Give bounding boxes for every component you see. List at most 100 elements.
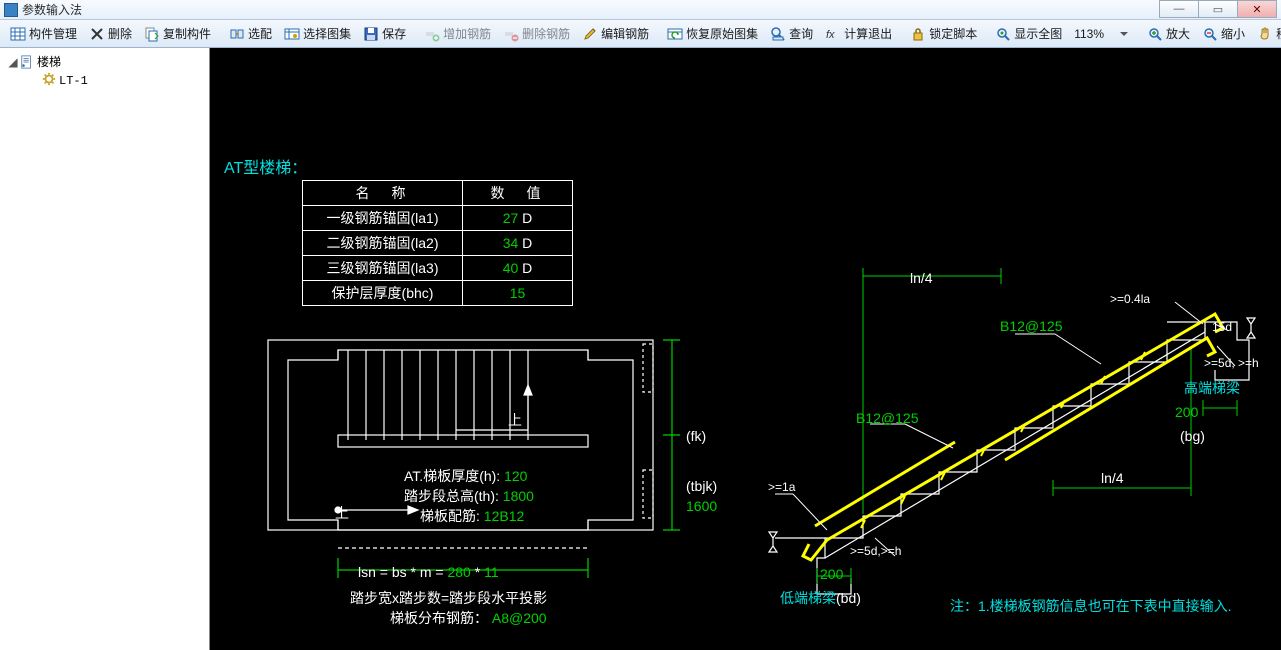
zoom-out-label: 缩小 (1221, 25, 1245, 42)
low-beam-sym: (bd) (836, 590, 861, 606)
rebar2[interactable]: B12@125 (856, 410, 918, 426)
param-row: 三级钢筋锚固(la3)40 D (303, 256, 573, 281)
minus-red-icon (503, 26, 519, 42)
calc-exit-button[interactable]: fx计算退出 (819, 22, 898, 46)
match-button[interactable]: 选配 (223, 22, 278, 46)
save-button[interactable]: 保存 (357, 22, 412, 46)
plan-h-value[interactable]: 120 (504, 468, 527, 484)
component-manage-label: 构件管理 (29, 25, 77, 42)
zoomout-icon (1202, 26, 1218, 42)
ge5d-right: >=5d, >=h (1204, 356, 1259, 370)
copy-component-button[interactable]: 复制构件 (138, 22, 217, 46)
delete-button[interactable]: 删除 (83, 22, 138, 46)
param-name: 三级钢筋锚固(la3) (303, 256, 463, 281)
pan-button[interactable]: 移动 (1251, 22, 1281, 46)
restore-atlas-button[interactable]: 恢复原始图集 (661, 22, 764, 46)
gear-icon (42, 72, 56, 89)
param-row: 保护层厚度(bhc)15 (303, 281, 573, 306)
ge04la: >=0.4la (1110, 292, 1150, 306)
lsn-a[interactable]: 280 (447, 564, 470, 580)
lock-script-label: 锁定脚本 (929, 25, 977, 42)
param-name: 保护层厚度(bhc) (303, 281, 463, 306)
plan-note2-value[interactable]: A8@200 (492, 610, 547, 626)
rebar1[interactable]: B12@125 (1000, 318, 1062, 334)
page-icon (20, 55, 34, 69)
tree-child-label: LT-1 (59, 74, 88, 88)
lock-icon (910, 26, 926, 42)
calc-exit-label: 计算退出 (844, 25, 892, 42)
section-view-svg (755, 238, 1281, 598)
low-beam: 低端梯梁 (780, 590, 836, 606)
delete-label: 删除 (108, 25, 132, 42)
param-value[interactable]: 40 D (463, 256, 573, 281)
plan-note2-label: 梯板分布钢筋： (390, 610, 488, 626)
find-icon (770, 26, 786, 42)
plan-th-value[interactable]: 1800 (503, 488, 534, 504)
param-value[interactable]: 15 (463, 281, 573, 306)
minimize-button[interactable]: — (1159, 0, 1199, 18)
save-label: 保存 (382, 25, 406, 42)
restore-atlas-label: 恢复原始图集 (686, 25, 758, 42)
ln4-bot: ln/4 (1101, 470, 1124, 486)
param-value[interactable]: 34 D (463, 231, 573, 256)
plan-note1: 踏步宽x踏步数=踏步段水平投影 (350, 588, 547, 608)
zoom-in-label: 放大 (1166, 25, 1190, 42)
section-note: 注：1.楼梯板钢筋信息也可在下表中直接输入. (950, 596, 1232, 616)
drawing-title: AT型楼梯： (224, 154, 307, 178)
zoom-dd-button[interactable] (1110, 22, 1141, 46)
atlas-icon (284, 26, 300, 42)
tbjk-label: (tbjk) (686, 478, 717, 494)
lsn-prefix: lsn = bs * m = (358, 564, 447, 580)
up-marker-top: 上 (508, 410, 522, 430)
zoom-all-button[interactable]: 显示全图 (989, 22, 1068, 46)
plan-rebar-label: 梯板配筋: (420, 508, 480, 524)
zoom-percent-button[interactable]: 113% (1068, 22, 1110, 46)
param-table: 名 称 数 值 一级钢筋锚固(la1)27 D二级钢筋锚固(la2)34 D三级… (302, 180, 573, 306)
query-button[interactable]: 查询 (764, 22, 819, 46)
close-button[interactable]: ✕ (1237, 0, 1277, 18)
tree-root-label: 楼梯 (37, 53, 61, 70)
add-rebar-label: 增加钢筋 (443, 25, 491, 42)
copy-icon (144, 26, 160, 42)
select-atlas-label: 选择图集 (303, 25, 351, 42)
edit-rebar-button[interactable]: 编辑钢筋 (576, 22, 655, 46)
param-header-name: 名 称 (303, 181, 463, 206)
window-title: 参数输入法 (22, 1, 82, 18)
drawing-canvas[interactable]: AT型楼梯： 名 称 数 值 一级钢筋锚固(la1)27 D二级钢筋锚固(la2… (210, 48, 1281, 650)
tree-item-lt1[interactable]: LT-1 (2, 71, 207, 90)
up-marker-bot: 上 (335, 503, 349, 523)
ge-la: >=1a (768, 480, 795, 494)
edit-rebar-label: 编辑钢筋 (601, 25, 649, 42)
ln4-top: ln/4 (910, 270, 933, 286)
plan-rebar-value[interactable]: 12B12 (484, 508, 524, 524)
dim200-high: 200 (1175, 404, 1198, 420)
plan-th-label: 踏步段总高(th): (404, 488, 499, 504)
param-name: 二级钢筋锚固(la2) (303, 231, 463, 256)
param-row: 一级钢筋锚固(la1)27 D (303, 206, 573, 231)
del-rebar-label: 删除钢筋 (522, 25, 570, 42)
del-rebar-button[interactable]: 删除钢筋 (497, 22, 576, 46)
plus-green-icon (424, 26, 440, 42)
tree-root-stairs[interactable]: ◢ 楼梯 (2, 52, 207, 71)
zoom-full-icon (995, 26, 1011, 42)
tbjk-value[interactable]: 1600 (686, 498, 717, 514)
lock-script-button[interactable]: 锁定脚本 (904, 22, 983, 46)
zoomin-icon (1147, 26, 1163, 42)
add-rebar-button[interactable]: 增加钢筋 (418, 22, 497, 46)
fk-label: (fk) (686, 428, 706, 444)
match-icon (229, 26, 245, 42)
dd-icon (1116, 26, 1132, 42)
param-value[interactable]: 27 D (463, 206, 573, 231)
window-buttons: — ▭ ✕ (1160, 0, 1277, 18)
tree-toggle-icon[interactable]: ◢ (8, 55, 18, 69)
zoom-out-button[interactable]: 缩小 (1196, 22, 1251, 46)
select-atlas-button[interactable]: 选择图集 (278, 22, 357, 46)
zoom-in-button[interactable]: 放大 (1141, 22, 1196, 46)
maximize-button[interactable]: ▭ (1198, 0, 1238, 18)
component-manage-button[interactable]: 构件管理 (4, 22, 83, 46)
param-name: 一级钢筋锚固(la1) (303, 206, 463, 231)
lsn-b[interactable]: 11 (484, 564, 499, 580)
x-black-icon (89, 26, 105, 42)
toolbar: 构件管理 删除复制构件选配 选择图集 保存 增加钢筋 删除钢筋 编辑钢筋 恢复原始图集查询fx… (0, 20, 1281, 48)
hand-icon (1257, 26, 1273, 42)
